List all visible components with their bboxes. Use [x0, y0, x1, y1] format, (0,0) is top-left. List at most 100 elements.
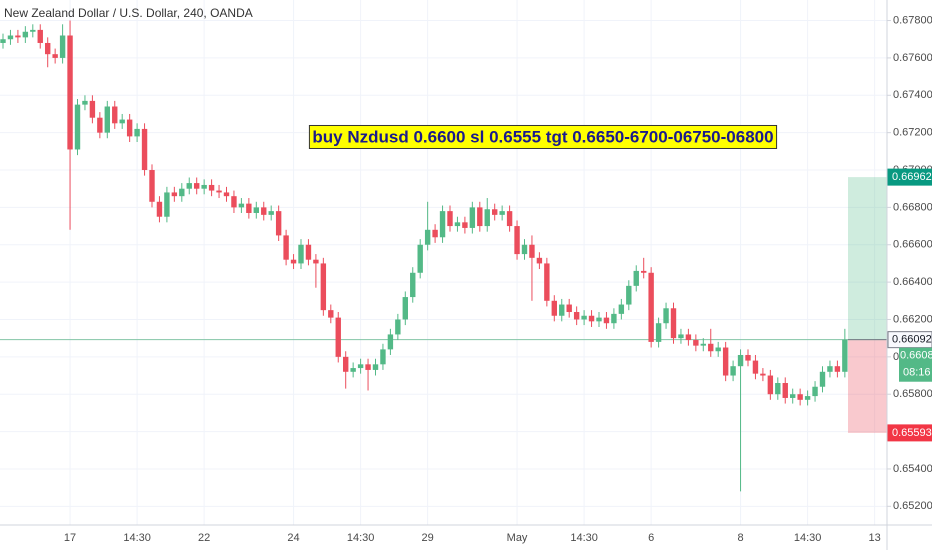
candle-body: [469, 207, 476, 228]
candle-body: [797, 394, 803, 400]
candle-body: [67, 35, 73, 150]
candle-body: [812, 386, 818, 397]
candle-body: [730, 366, 736, 376]
last-price-label: 0.66081: [900, 350, 932, 362]
x-tick-label: 17: [64, 532, 76, 544]
candle-body: [737, 354, 744, 367]
countdown-label: 08:16: [903, 367, 931, 379]
chart-title: New Zealand Dollar / U.S. Dollar, 240, O…: [4, 6, 253, 20]
candle-body: [22, 31, 29, 38]
candle-body: [454, 222, 461, 227]
candle-body: [82, 100, 88, 105]
candle-body: [7, 35, 14, 40]
x-tick-label: 22: [198, 532, 210, 544]
candle-body: [760, 373, 766, 376]
candle-body: [596, 317, 602, 322]
y-tick-label: 0.65800: [893, 388, 932, 400]
stop-label-box: [887, 424, 932, 442]
entry-label-box: [887, 331, 932, 349]
candle-body: [834, 366, 841, 372]
y-tick-label: 0.65200: [893, 500, 932, 512]
candle-body: [506, 211, 513, 227]
y-tick-label: 0.66600: [893, 239, 932, 251]
candle-body: [715, 347, 721, 352]
candle-body: [618, 304, 625, 314]
candle-body: [74, 104, 81, 150]
candle-body: [395, 319, 401, 335]
candle-body: [417, 244, 423, 273]
candle-body: [238, 203, 245, 208]
x-tick-label: 14:30: [570, 532, 598, 544]
candle-body: [179, 188, 185, 197]
y-tick-label: 0.67600: [893, 52, 932, 64]
candle-body: [0, 39, 6, 43]
stop-label: 0.65593: [892, 427, 932, 439]
candle-body: [708, 343, 714, 352]
candle-body: [350, 368, 356, 372]
candle-body: [551, 300, 557, 316]
candle-body: [633, 270, 639, 286]
candle-body: [842, 339, 848, 372]
candle-body: [603, 317, 610, 324]
candle-body: [693, 340, 699, 346]
stop-zone: [848, 339, 887, 433]
candle-body: [536, 257, 543, 264]
candle-body: [484, 209, 490, 227]
x-tick-label: 14:30: [794, 532, 822, 544]
candle-body: [164, 192, 170, 217]
candle-body: [357, 364, 364, 369]
candle-body: [320, 263, 327, 311]
x-tick-label: 13: [869, 532, 881, 544]
candle-body: [529, 244, 535, 258]
candle-body: [89, 100, 96, 118]
candle-body: [521, 244, 528, 255]
candle-body: [134, 128, 140, 137]
y-tick-label: 0.67800: [893, 14, 932, 26]
candle-body: [59, 35, 66, 58]
candle-body: [544, 263, 550, 301]
candle-body: [566, 304, 572, 313]
axis: 0.652000.654000.656000.658000.660000.662…: [64, 14, 932, 544]
candle-body: [171, 192, 178, 197]
candle-body: [581, 315, 587, 320]
annotation-box: [308, 124, 778, 149]
candle-body: [201, 184, 207, 189]
candle-body: [663, 308, 669, 324]
candle-body: [223, 192, 230, 197]
candle-body: [380, 349, 386, 365]
candle-body: [611, 313, 617, 324]
candle-body: [819, 371, 826, 387]
target-label: 0.66962: [892, 171, 932, 183]
annotation-text: buy Nzdusd 0.6600 sl 0.6555 tgt 0.6650-6…: [312, 127, 773, 146]
candle-body: [804, 396, 811, 400]
candle-body: [588, 315, 595, 322]
x-tick-label: May: [507, 532, 528, 544]
candle-body: [149, 170, 155, 202]
candle-body: [208, 184, 215, 191]
candle-body: [275, 211, 282, 236]
x-tick-label: 6: [648, 532, 654, 544]
candle-body: [678, 334, 684, 339]
candle-body: [514, 226, 520, 255]
candle-body: [186, 183, 192, 189]
candle-body: [402, 297, 408, 320]
target-zone: [848, 177, 887, 340]
candle-body: [387, 334, 394, 350]
candle-body: [447, 211, 453, 227]
candle-body: [365, 364, 371, 370]
candle-body: [626, 285, 632, 305]
y-tick-label: 0.66800: [893, 201, 932, 213]
candle-body: [37, 29, 43, 43]
target-label-box: [887, 168, 932, 186]
candle-body: [827, 366, 833, 372]
candle-body: [45, 42, 51, 55]
candle-body: [573, 312, 580, 320]
candle-body: [305, 244, 312, 260]
candle-body: [298, 244, 304, 264]
candle-body: [268, 211, 274, 215]
candle-body: [253, 207, 259, 213]
candle-body: [767, 375, 774, 395]
candle-body: [655, 323, 662, 342]
candle-body: [372, 364, 379, 370]
